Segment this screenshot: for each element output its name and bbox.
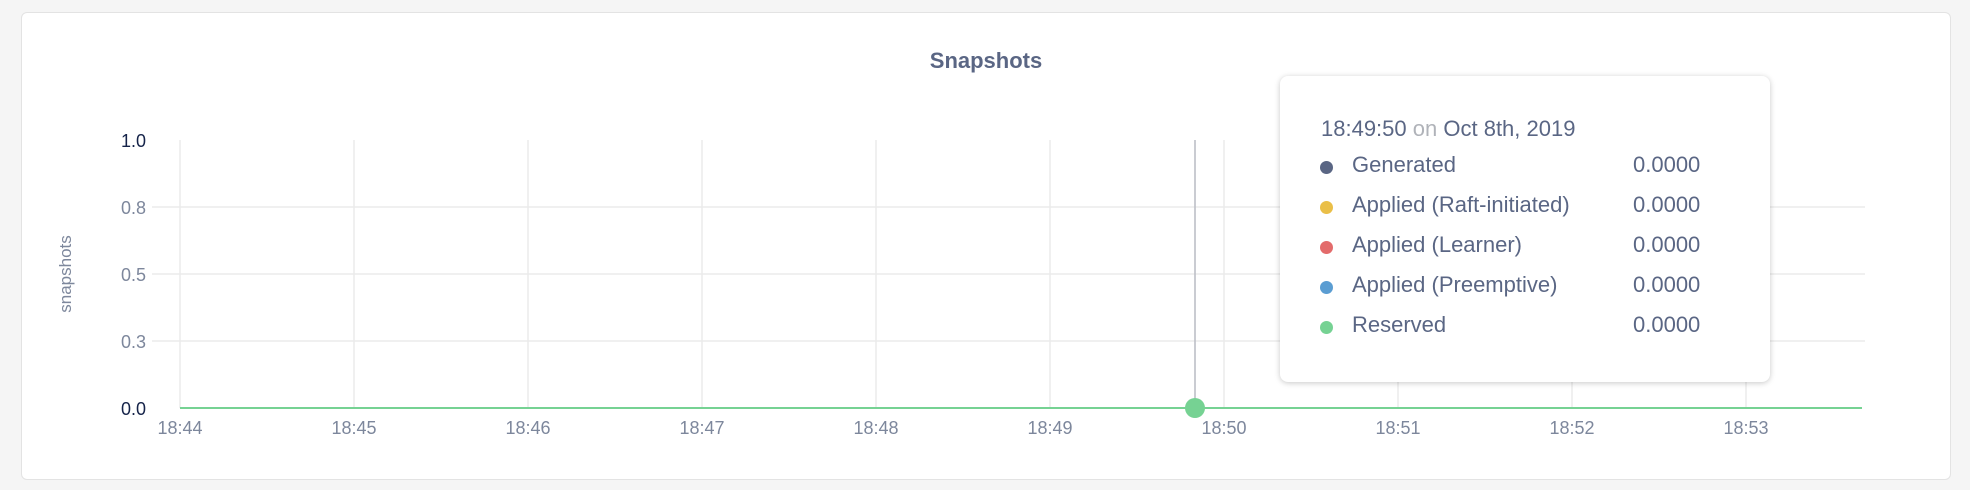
y-tick-label: 0.3 xyxy=(121,332,146,352)
hover-tooltip: 18:49:50 on Oct 8th, 2019 Generated 0.000… xyxy=(1280,76,1770,382)
x-tick-label: 18:50 xyxy=(1201,418,1246,438)
y-tick-label: 0.0 xyxy=(121,399,146,419)
x-tick-label: 18:53 xyxy=(1723,418,1768,438)
x-tick-label: 18:46 xyxy=(505,418,550,438)
x-tick-label: 18:52 xyxy=(1549,418,1594,438)
tooltip-series-value: 0.0000 xyxy=(1633,232,1701,257)
tooltip-row: Generated 0.0000 xyxy=(1320,152,1740,182)
tooltip-row: Applied (Raft-initiated) 0.0000 xyxy=(1320,192,1740,222)
tooltip-series-label: Generated xyxy=(1352,152,1456,177)
chart-title: Snapshots xyxy=(930,48,1042,73)
y-axis-label: snapshots xyxy=(56,235,75,313)
x-tick-label: 18:48 xyxy=(853,418,898,438)
x-tick-label: 18:47 xyxy=(679,418,724,438)
tooltip-series-value: 0.0000 xyxy=(1633,152,1701,177)
y-tick-label: 0.5 xyxy=(121,265,146,285)
tooltip-timestamp: 18:49:50 on Oct 8th, 2019 xyxy=(1321,116,1575,142)
y-tick-label: 1.0 xyxy=(121,131,146,151)
x-tick-label: 18:45 xyxy=(331,418,376,438)
tooltip-series-value: 0.0000 xyxy=(1633,312,1701,337)
tooltip-time: 18:49:50 xyxy=(1321,116,1407,141)
tooltip-series-value: 0.0000 xyxy=(1633,272,1701,297)
tooltip-series-label: Applied (Raft-initiated) xyxy=(1352,192,1570,217)
tooltip-row: Reserved 0.0000 xyxy=(1320,312,1740,342)
tooltip-series-value: 0.0000 xyxy=(1633,192,1701,217)
x-tick-label: 18:44 xyxy=(157,418,202,438)
legend-dot-icon xyxy=(1320,161,1333,174)
tooltip-on: on xyxy=(1412,116,1438,141)
hover-point xyxy=(1185,398,1205,418)
tooltip-series-label: Applied (Preemptive) xyxy=(1352,272,1558,297)
y-tick-label: 0.8 xyxy=(121,198,146,218)
tooltip-date: Oct 8th, 2019 xyxy=(1443,116,1576,141)
legend-dot-icon xyxy=(1320,241,1333,254)
legend-dot-icon xyxy=(1320,321,1333,334)
legend-dot-icon xyxy=(1320,201,1333,214)
legend-dot-icon xyxy=(1320,281,1333,294)
x-tick-label: 18:49 xyxy=(1027,418,1072,438)
tooltip-row: Applied (Preemptive) 0.0000 xyxy=(1320,272,1740,302)
tooltip-row: Applied (Learner) 0.0000 xyxy=(1320,232,1740,262)
tooltip-series-label: Reserved xyxy=(1352,312,1447,337)
x-tick-label: 18:51 xyxy=(1375,418,1420,438)
tooltip-series-label: Applied (Learner) xyxy=(1352,232,1522,257)
